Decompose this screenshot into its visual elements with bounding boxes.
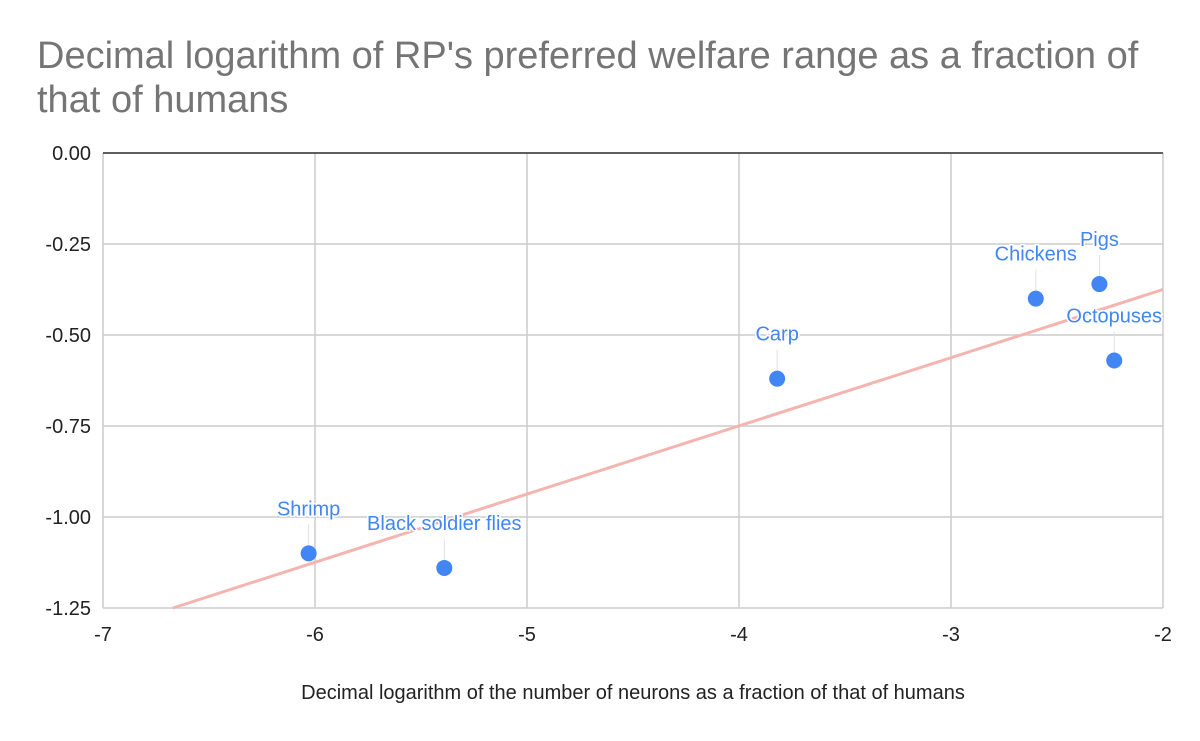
data-label-carp: Carp	[755, 324, 798, 346]
data-label-black-soldier-flies: Black soldier flies	[367, 513, 522, 535]
trendline	[172, 288, 1164, 610]
data-point-pigs	[1091, 276, 1108, 293]
x-tick-label: -7	[94, 624, 112, 646]
y-tick-label: -1.00	[45, 507, 91, 529]
x-tick-label: -5	[518, 624, 536, 646]
x-tick-label: -2	[1154, 624, 1172, 646]
x-tick-label: -3	[942, 624, 960, 646]
y-tick-label: -0.75	[45, 416, 91, 438]
data-label-chickens: Chickens	[995, 244, 1077, 266]
data-label-shrimp: Shrimp	[277, 498, 340, 520]
chart-title: Decimal logarithm of RP's preferred welf…	[37, 35, 1139, 121]
data-point-octopuses	[1106, 352, 1123, 369]
x-tick-label: -6	[306, 624, 324, 646]
x-tick-label: -4	[730, 624, 748, 646]
x-axis-label: Decimal logarithm of the number of neuro…	[301, 682, 965, 704]
data-label-octopuses: Octopuses	[1066, 305, 1162, 327]
data-point-carp	[769, 370, 786, 387]
data-point-black-soldier-flies	[436, 559, 453, 576]
data-point-chickens	[1027, 290, 1044, 307]
y-tick-label: -1.25	[45, 598, 91, 620]
y-tick-label: -0.50	[45, 325, 91, 347]
data-point-shrimp	[300, 545, 317, 562]
y-tick-label: 0.00	[52, 143, 91, 165]
y-tick-label: -0.25	[45, 234, 91, 256]
data-label-pigs: Pigs	[1080, 229, 1119, 251]
